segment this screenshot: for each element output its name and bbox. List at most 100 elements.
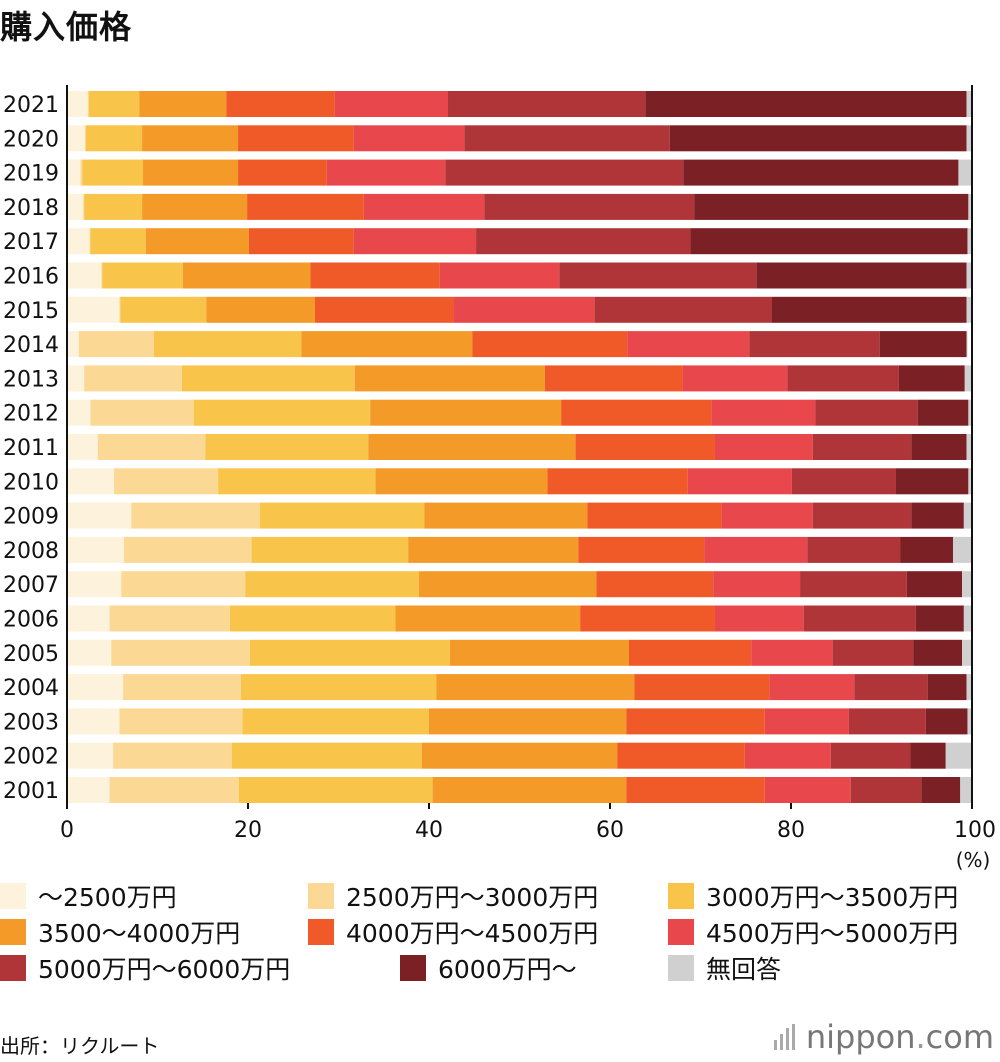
bar-2002-s6 [830,742,911,769]
bar-2019-s1 [80,159,83,186]
bar-2010-s1 [114,468,219,495]
bar-2001-s1 [109,777,239,803]
legend-item-3: 3500～4000万円 [0,914,240,950]
year-label-2019: 2019 [3,162,59,187]
bar-2012-s0 [67,399,91,426]
bar-2011-s6 [812,434,912,460]
bar-2014-s1 [78,331,154,358]
bar-2008-s0 [67,536,125,563]
nippon-logo: nippon. com [773,1018,994,1056]
bar-2005-s7 [913,639,963,666]
bar-2019-s2 [82,159,144,186]
bar-2010-s2 [218,468,376,495]
bar-2009-s8 [963,502,972,529]
bar-2007-s5 [713,571,801,598]
bar-2013-s1 [84,365,182,392]
bar-2002-s5 [744,742,831,769]
year-label-2013: 2013 [3,367,59,392]
bar-2009-s3 [424,502,588,529]
bar-2011-s1 [97,434,206,460]
year-label-2014: 2014 [3,333,59,358]
x-tick-label-0: 0 [60,818,74,843]
bar-2016-s0 [67,262,102,289]
bar-2005-s2 [249,639,450,666]
logo-mark-icon [773,1024,798,1050]
year-label-2002: 2002 [3,745,59,770]
bar-2016-s2 [102,262,183,289]
bar-2010-s0 [67,468,115,495]
bar-2001-s3 [432,777,627,803]
bar-2012-s5 [711,399,816,426]
x-tick-label-60: 60 [596,818,624,843]
bar-2010-s6 [791,468,896,495]
bar-2010-s4 [547,468,688,495]
bar-2012-s7 [917,399,969,426]
legend-swatch [400,955,426,981]
bar-2019-s8 [958,159,972,186]
bar-2006-s8 [963,605,972,632]
bar-2009-s5 [721,502,813,529]
bar-2011-s7 [911,434,967,460]
bar-2017-s2 [90,228,146,255]
bar-2013-s0 [67,365,85,392]
bar-2017-s0 [67,228,90,255]
bar-2007-s2 [245,571,420,598]
bar-2011-s5 [714,434,813,460]
bar-2003-s2 [242,708,429,735]
bar-2018-s8 [968,193,972,220]
bar-2008-s3 [408,536,579,563]
bar-2007-s4 [596,571,714,598]
bar-2014-s4 [472,331,628,358]
bar-2009-s7 [911,502,964,529]
bar-2003-s6 [848,708,926,735]
bar-2010-s3 [375,468,548,495]
bar-2018-s7 [694,193,969,220]
bar-2011-s2 [205,434,369,460]
year-label-2018: 2018 [3,196,59,221]
bar-2004-s5 [769,674,855,701]
bar-2012-s8 [968,399,972,426]
bar-2009-s0 [67,502,132,529]
bar-2009-s2 [259,502,425,529]
bar-2017-s6 [476,228,691,255]
bar-2012-s4 [561,399,712,426]
bar-2004-s4 [634,674,770,701]
bar-2012-s1 [90,399,194,426]
bar-2019-s6 [445,159,684,186]
bar-2008-s6 [807,536,901,563]
bar-2020-s8 [966,125,972,152]
year-label-2015: 2015 [3,299,59,324]
logo-name: nippon [805,1018,916,1056]
year-label-2005: 2005 [3,642,59,667]
bar-2016-s7 [756,262,967,289]
bar-2016-s1 [101,262,103,289]
bar-2010-s8 [968,468,972,495]
year-label-2020: 2020 [3,127,59,152]
bar-2020-s1 [85,125,87,152]
bar-2014-s8 [966,331,968,358]
bar-2003-s0 [67,708,120,735]
bar-2017-s3 [145,228,249,255]
bar-2013-s3 [354,365,545,392]
legend-label: 3500～4000万円 [38,919,241,948]
bar-2021-s2 [88,91,140,117]
bar-2009-s4 [587,502,722,529]
bar-2006-s7 [915,605,964,632]
bar-2006-s0 [67,605,110,632]
bar-2015-s4 [314,296,454,323]
bar-2004-s0 [67,674,124,701]
page-title: 購入価格 [0,8,133,46]
bar-2008-s1 [124,536,252,563]
year-label-2017: 2017 [3,230,59,255]
legend-item-4: 4000万円～4500万円 [308,914,598,950]
bar-2005-s0 [67,639,112,666]
bar-2001-s2 [238,777,433,803]
year-label-2010: 2010 [3,470,59,495]
bar-2008-s7 [900,536,953,563]
bar-2011-s4 [575,434,715,460]
x-unit-label: (%) [956,848,991,872]
bar-2014-s3 [301,331,473,358]
bar-2015-s1 [119,296,121,323]
bar-2018-s5 [363,193,485,220]
bar-2014-s6 [749,331,880,358]
